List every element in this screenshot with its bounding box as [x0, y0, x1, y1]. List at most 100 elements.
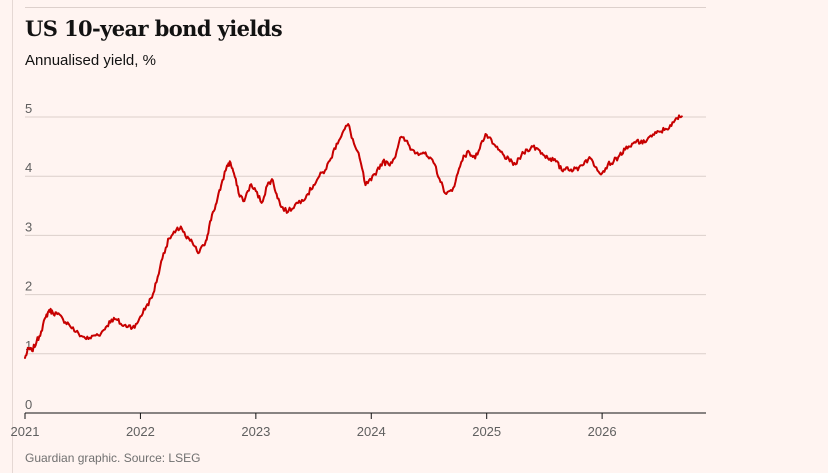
- data-point: [439, 181, 442, 184]
- data-point: [67, 323, 70, 326]
- data-point: [318, 175, 321, 178]
- data-point: [162, 252, 165, 255]
- data-point: [133, 326, 136, 329]
- data-point: [44, 316, 47, 318]
- data-point: [260, 201, 263, 204]
- data-point: [485, 133, 488, 136]
- data-point: [226, 164, 228, 167]
- data-point: [612, 160, 615, 163]
- data-point: [393, 157, 396, 160]
- data-point: [589, 157, 592, 160]
- y-tick-label-1: 1: [25, 338, 32, 353]
- data-point: [62, 318, 64, 321]
- data-point: [81, 335, 84, 338]
- data-point: [670, 124, 673, 127]
- data-point: [215, 201, 218, 204]
- data-point: [653, 133, 655, 136]
- data-point: [422, 151, 425, 154]
- data-point: [294, 203, 296, 206]
- x-tick-label-2021: 2021: [11, 424, 40, 439]
- data-point: [40, 330, 43, 333]
- data-point: [287, 210, 290, 213]
- data-point: [220, 184, 223, 186]
- data-point: [445, 193, 448, 195]
- data-point: [275, 193, 278, 195]
- data-point: [233, 172, 235, 175]
- data-point: [358, 157, 361, 160]
- data-point: [376, 169, 378, 172]
- data-point: [451, 190, 453, 192]
- data-point: [301, 198, 303, 201]
- data-point: [641, 142, 644, 145]
- data-point: [387, 163, 390, 166]
- data-point: [266, 184, 269, 186]
- data-point: [676, 117, 679, 120]
- x-tick-label-2023: 2023: [241, 424, 270, 439]
- data-point: [468, 151, 471, 154]
- y-tick-label-2: 2: [25, 279, 32, 294]
- data-point: [635, 139, 638, 142]
- data-point: [168, 237, 171, 240]
- data-point: [139, 315, 142, 318]
- data-point: [74, 330, 77, 333]
- data-point: [51, 311, 54, 314]
- data-point: [271, 178, 273, 181]
- data-point: [572, 169, 575, 172]
- data-point: [601, 172, 604, 175]
- data-point: [27, 347, 30, 350]
- data-point: [595, 166, 598, 169]
- y-tick-label-3: 3: [25, 219, 32, 234]
- data-point: [664, 127, 667, 130]
- data-point: [370, 179, 373, 182]
- y-tick-label-4: 4: [25, 160, 32, 175]
- data-point: [48, 309, 51, 311]
- data-point: [410, 148, 413, 151]
- data-point: [211, 213, 213, 216]
- data-point: [329, 157, 332, 160]
- data-point: [324, 169, 327, 172]
- data-point: [110, 318, 113, 321]
- data-point: [206, 234, 209, 237]
- data-point: [680, 115, 683, 118]
- chart-subtitle: Annualised yield, %: [25, 52, 156, 69]
- data-point: [191, 241, 194, 244]
- data-point: [127, 324, 130, 327]
- data-point: [87, 338, 90, 340]
- data-point: [203, 244, 205, 247]
- data-point: [428, 157, 430, 160]
- data-point: [31, 349, 33, 352]
- data-point: [197, 252, 200, 255]
- series-line-0: [24, 114, 683, 359]
- data-point: [404, 139, 407, 142]
- data-point: [514, 163, 517, 166]
- data-point: [520, 154, 523, 157]
- data-point: [531, 145, 534, 148]
- y-tick-label-0: 0: [25, 397, 32, 412]
- top-divider: [25, 7, 706, 8]
- data-point: [145, 305, 148, 308]
- x-tick-label-2022: 2022: [126, 424, 155, 439]
- data-point: [583, 160, 586, 163]
- data-point: [35, 341, 38, 343]
- data-point: [249, 184, 251, 186]
- data-point: [566, 166, 569, 169]
- data-point: [491, 142, 494, 145]
- data-point: [24, 357, 26, 359]
- data-point: [503, 154, 505, 157]
- chart-title: US 10-year bond yields: [25, 16, 283, 41]
- data-point: [606, 163, 609, 166]
- data-point: [116, 319, 119, 321]
- data-point: [93, 334, 96, 337]
- left-divider: [12, 0, 13, 473]
- data-point: [280, 206, 283, 208]
- data-point: [229, 161, 232, 164]
- data-point: [179, 225, 182, 228]
- data-point: [555, 160, 557, 163]
- data-point: [237, 191, 240, 194]
- data-point: [537, 148, 540, 151]
- data-point: [156, 275, 159, 278]
- data-point: [462, 154, 465, 157]
- data-point: [433, 163, 436, 166]
- data-point: [341, 132, 344, 134]
